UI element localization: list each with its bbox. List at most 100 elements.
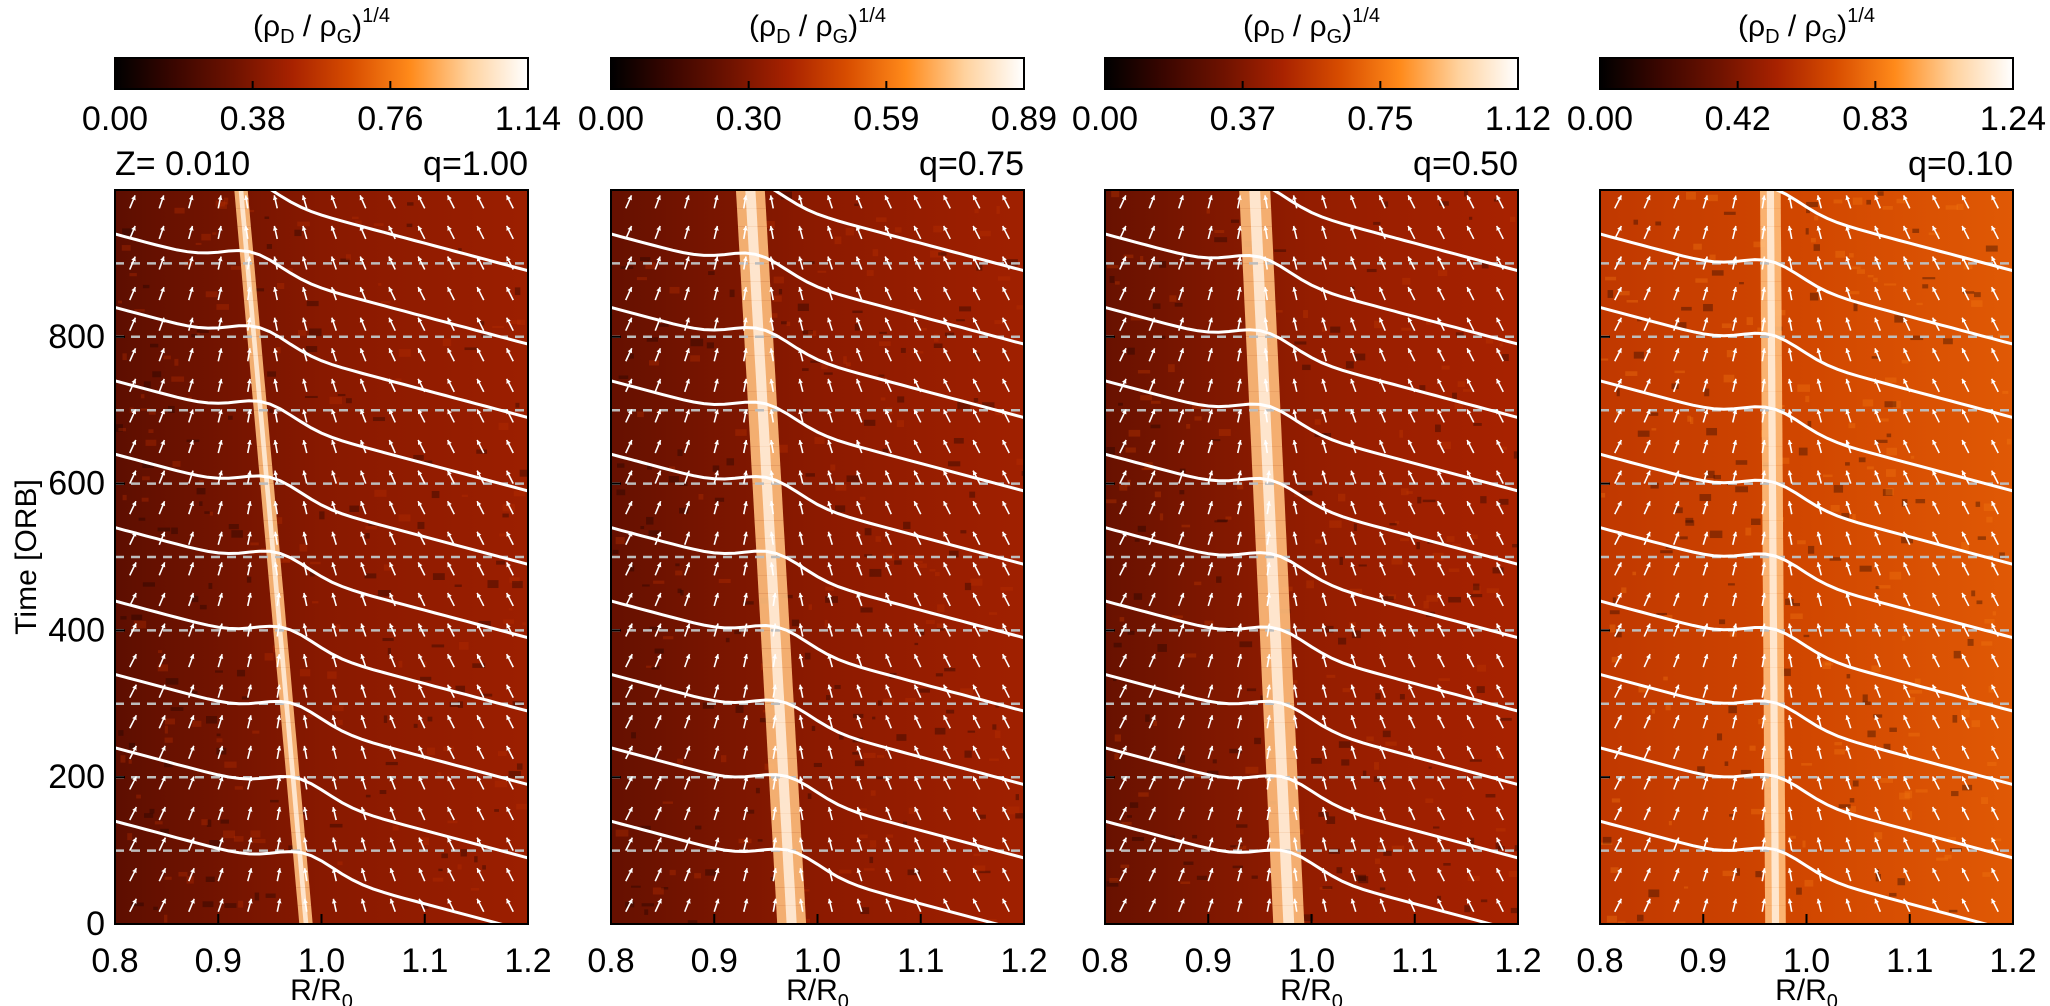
velocity-arrow-head <box>914 776 919 782</box>
noise-patch <box>1141 467 1154 471</box>
noise-patch <box>216 738 223 743</box>
velocity-arrow-head <box>1991 684 1996 690</box>
noise-patch <box>1467 875 1480 882</box>
rho-d: ρ <box>1748 10 1765 43</box>
dust-ring-core <box>282 685 289 704</box>
velocity-arrow-head <box>1903 225 1908 231</box>
velocity-arrow-head <box>1321 225 1326 231</box>
noise-patch <box>441 853 448 859</box>
noise-patch <box>1016 305 1024 310</box>
velocity-arrow-head <box>160 225 165 231</box>
velocity-arrow-head <box>1151 807 1156 813</box>
noise-patch <box>498 422 509 430</box>
velocity-arrow-head <box>190 776 195 782</box>
velocity-arrow-head <box>1121 225 1127 231</box>
noise-patch <box>307 713 314 718</box>
velocity-arrow-head <box>188 225 194 231</box>
noise-patch <box>1736 868 1740 876</box>
velocity-arrow-head <box>628 623 633 629</box>
noise-patch <box>1674 507 1683 514</box>
velocity-arrow-head <box>160 348 165 354</box>
noise-patch <box>516 319 526 326</box>
noise-patch <box>1204 620 1214 626</box>
noise-patch <box>383 715 388 723</box>
noise-patch <box>805 473 815 477</box>
velocity-arrow-head <box>1379 715 1384 721</box>
velocity-arrow-head <box>1617 195 1622 201</box>
velocity-arrow-head <box>1703 348 1709 354</box>
noise-patch <box>994 320 1007 325</box>
flow-line <box>611 452 1024 566</box>
velocity-arrow-head <box>685 501 691 507</box>
velocity-arrow-head <box>389 592 394 598</box>
sub-d: D <box>1765 26 1779 48</box>
velocity-arrow-head <box>189 684 195 690</box>
velocity-arrow-head <box>160 470 166 476</box>
noise-patch <box>178 871 188 877</box>
velocity-arrow-head <box>247 654 253 659</box>
noise-patch <box>687 920 698 924</box>
heatmap-background <box>1105 190 1518 924</box>
noise-patch <box>791 619 800 627</box>
velocity-arrow-head <box>1379 409 1384 415</box>
noise-patch <box>118 730 124 736</box>
noise-patch <box>894 560 902 565</box>
noise-patch <box>860 907 870 915</box>
velocity-arrow-head <box>913 470 919 476</box>
noise-patch <box>160 828 169 836</box>
velocity-arrow-head <box>827 440 832 445</box>
noise-patch <box>1976 600 1983 605</box>
noise-patch <box>747 809 755 814</box>
noise-patch <box>164 737 173 743</box>
noise-patch <box>834 236 842 245</box>
dust-ring-core <box>754 355 766 374</box>
velocity-arrow-head <box>1761 195 1767 201</box>
velocity-arrow-head <box>769 531 775 537</box>
noise-patch <box>354 220 362 225</box>
noise-patch <box>1740 769 1751 775</box>
dust-ring-core <box>758 428 770 447</box>
noise-patch <box>164 761 173 768</box>
noise-patch <box>933 225 943 233</box>
velocity-arrow-head <box>1761 348 1767 353</box>
velocity-arrow-head <box>1266 501 1271 506</box>
dust-ring-core <box>1767 281 1775 301</box>
noise-patch <box>976 262 983 271</box>
velocity-arrow-head <box>1787 715 1793 721</box>
velocity-arrow-head <box>628 745 633 751</box>
velocity-arrow-head <box>1732 287 1738 292</box>
dust-ring-core <box>1767 245 1775 264</box>
velocity-arrow-head <box>418 868 424 874</box>
noise-patch <box>1878 585 1891 589</box>
velocity-arrow-head <box>132 837 137 843</box>
velocity-arrow-head <box>1150 225 1156 231</box>
dust-ring-core <box>297 850 304 869</box>
exponent: 1/4 <box>858 5 886 27</box>
velocity-arrow-head <box>1991 501 1996 507</box>
noise-patch <box>472 663 486 668</box>
velocity-arrow-head <box>131 440 137 446</box>
noise-patch <box>1383 850 1392 856</box>
velocity-arrow-head <box>1496 898 1501 904</box>
noise-patch <box>938 252 947 256</box>
velocity-arrow-head <box>160 592 166 598</box>
noise-patch <box>1180 881 1191 884</box>
noise-patch <box>431 491 440 499</box>
noise-patch <box>285 268 293 272</box>
velocity-arrow-head <box>1932 531 1937 537</box>
velocity-arrow-head <box>972 684 978 690</box>
slash: / ρ <box>791 10 833 43</box>
velocity-arrow-head <box>1292 837 1298 843</box>
velocity-arrow-head <box>769 195 774 201</box>
velocity-arrow-head <box>913 378 919 384</box>
noise-patch <box>1121 821 1132 826</box>
velocity-arrow-head <box>1845 440 1851 445</box>
velocity-arrow-head <box>1646 562 1651 568</box>
noise-patch <box>228 415 233 420</box>
velocity-arrow-head <box>1845 409 1851 415</box>
velocity-arrow-head <box>714 868 720 874</box>
noise-patch <box>398 660 403 668</box>
velocity-arrow-head <box>1237 868 1243 874</box>
noise-patch <box>1886 447 1898 456</box>
noise-patch <box>970 578 983 586</box>
